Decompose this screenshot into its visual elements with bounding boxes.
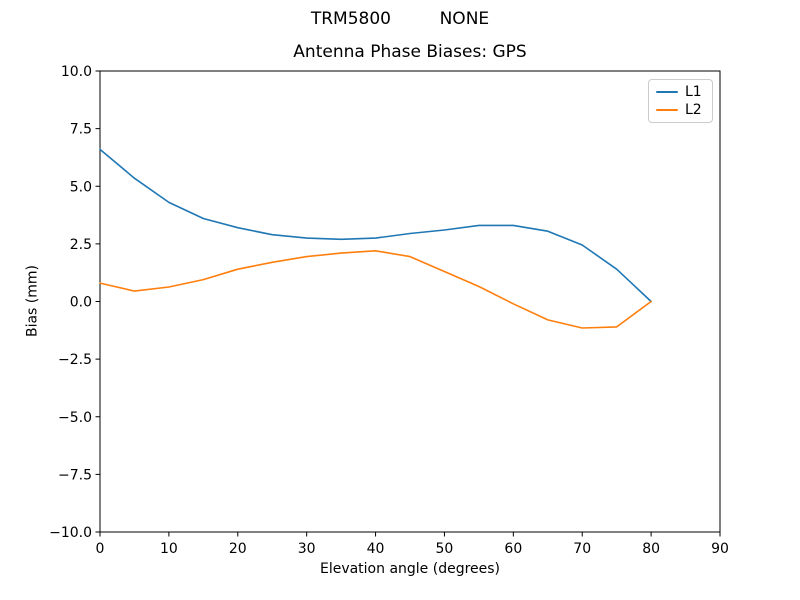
tick-labels: 0 10 20 30 40 50 60 70 80 90 −10.0 −7.5 −5.0 −2.5 0.0 2… bbox=[49, 64, 729, 557]
x-axis-label: Elevation angle (degrees) bbox=[319, 561, 501, 577]
y-axis-label: Bias (mm) bbox=[24, 264, 41, 338]
x-tick-label: 40 bbox=[367, 541, 385, 557]
legend-label-l1: L1 bbox=[685, 84, 702, 100]
x-tick-label: 20 bbox=[229, 541, 247, 557]
y-tick-label: −2.5 bbox=[58, 352, 92, 368]
x-tick-label: 70 bbox=[573, 541, 591, 557]
legend-item-l1: L1 bbox=[656, 84, 705, 100]
y-tick-label: 0.0 bbox=[70, 295, 92, 311]
legend-label-l2: L2 bbox=[685, 102, 702, 118]
y-tick-label: 2.5 bbox=[70, 237, 92, 253]
x-tick-label: 30 bbox=[298, 541, 316, 557]
y-tick-label: −7.5 bbox=[58, 467, 92, 483]
figure-suptitle: TRM5800 NONE bbox=[310, 9, 490, 29]
axes-frame bbox=[99, 70, 721, 533]
legend: L1 L2 bbox=[648, 79, 713, 123]
x-tick-label: 10 bbox=[160, 541, 178, 557]
y-tick-label: −10.0 bbox=[49, 525, 92, 541]
tick-marks bbox=[95, 70, 721, 537]
chart-title: Antenna Phase Biases: GPS bbox=[293, 42, 527, 62]
y-tick-label: 5.0 bbox=[70, 179, 92, 195]
x-tick-label: 50 bbox=[436, 541, 454, 557]
series-line-l1 bbox=[99, 148, 652, 303]
legend-item-l2: L2 bbox=[656, 102, 705, 118]
series-line-l2 bbox=[99, 250, 652, 329]
series-lines bbox=[99, 148, 652, 329]
y-tick-label: 10.0 bbox=[61, 64, 92, 80]
x-tick-label: 90 bbox=[711, 541, 729, 557]
x-tick-label: 80 bbox=[642, 541, 660, 557]
x-tick-label: 0 bbox=[96, 541, 105, 557]
legend-line-l1-icon bbox=[656, 91, 678, 93]
x-tick-label: 60 bbox=[504, 541, 522, 557]
y-tick-label: 7.5 bbox=[70, 122, 92, 138]
legend-line-l2-icon bbox=[656, 109, 678, 111]
y-tick-label: −5.0 bbox=[58, 410, 92, 426]
